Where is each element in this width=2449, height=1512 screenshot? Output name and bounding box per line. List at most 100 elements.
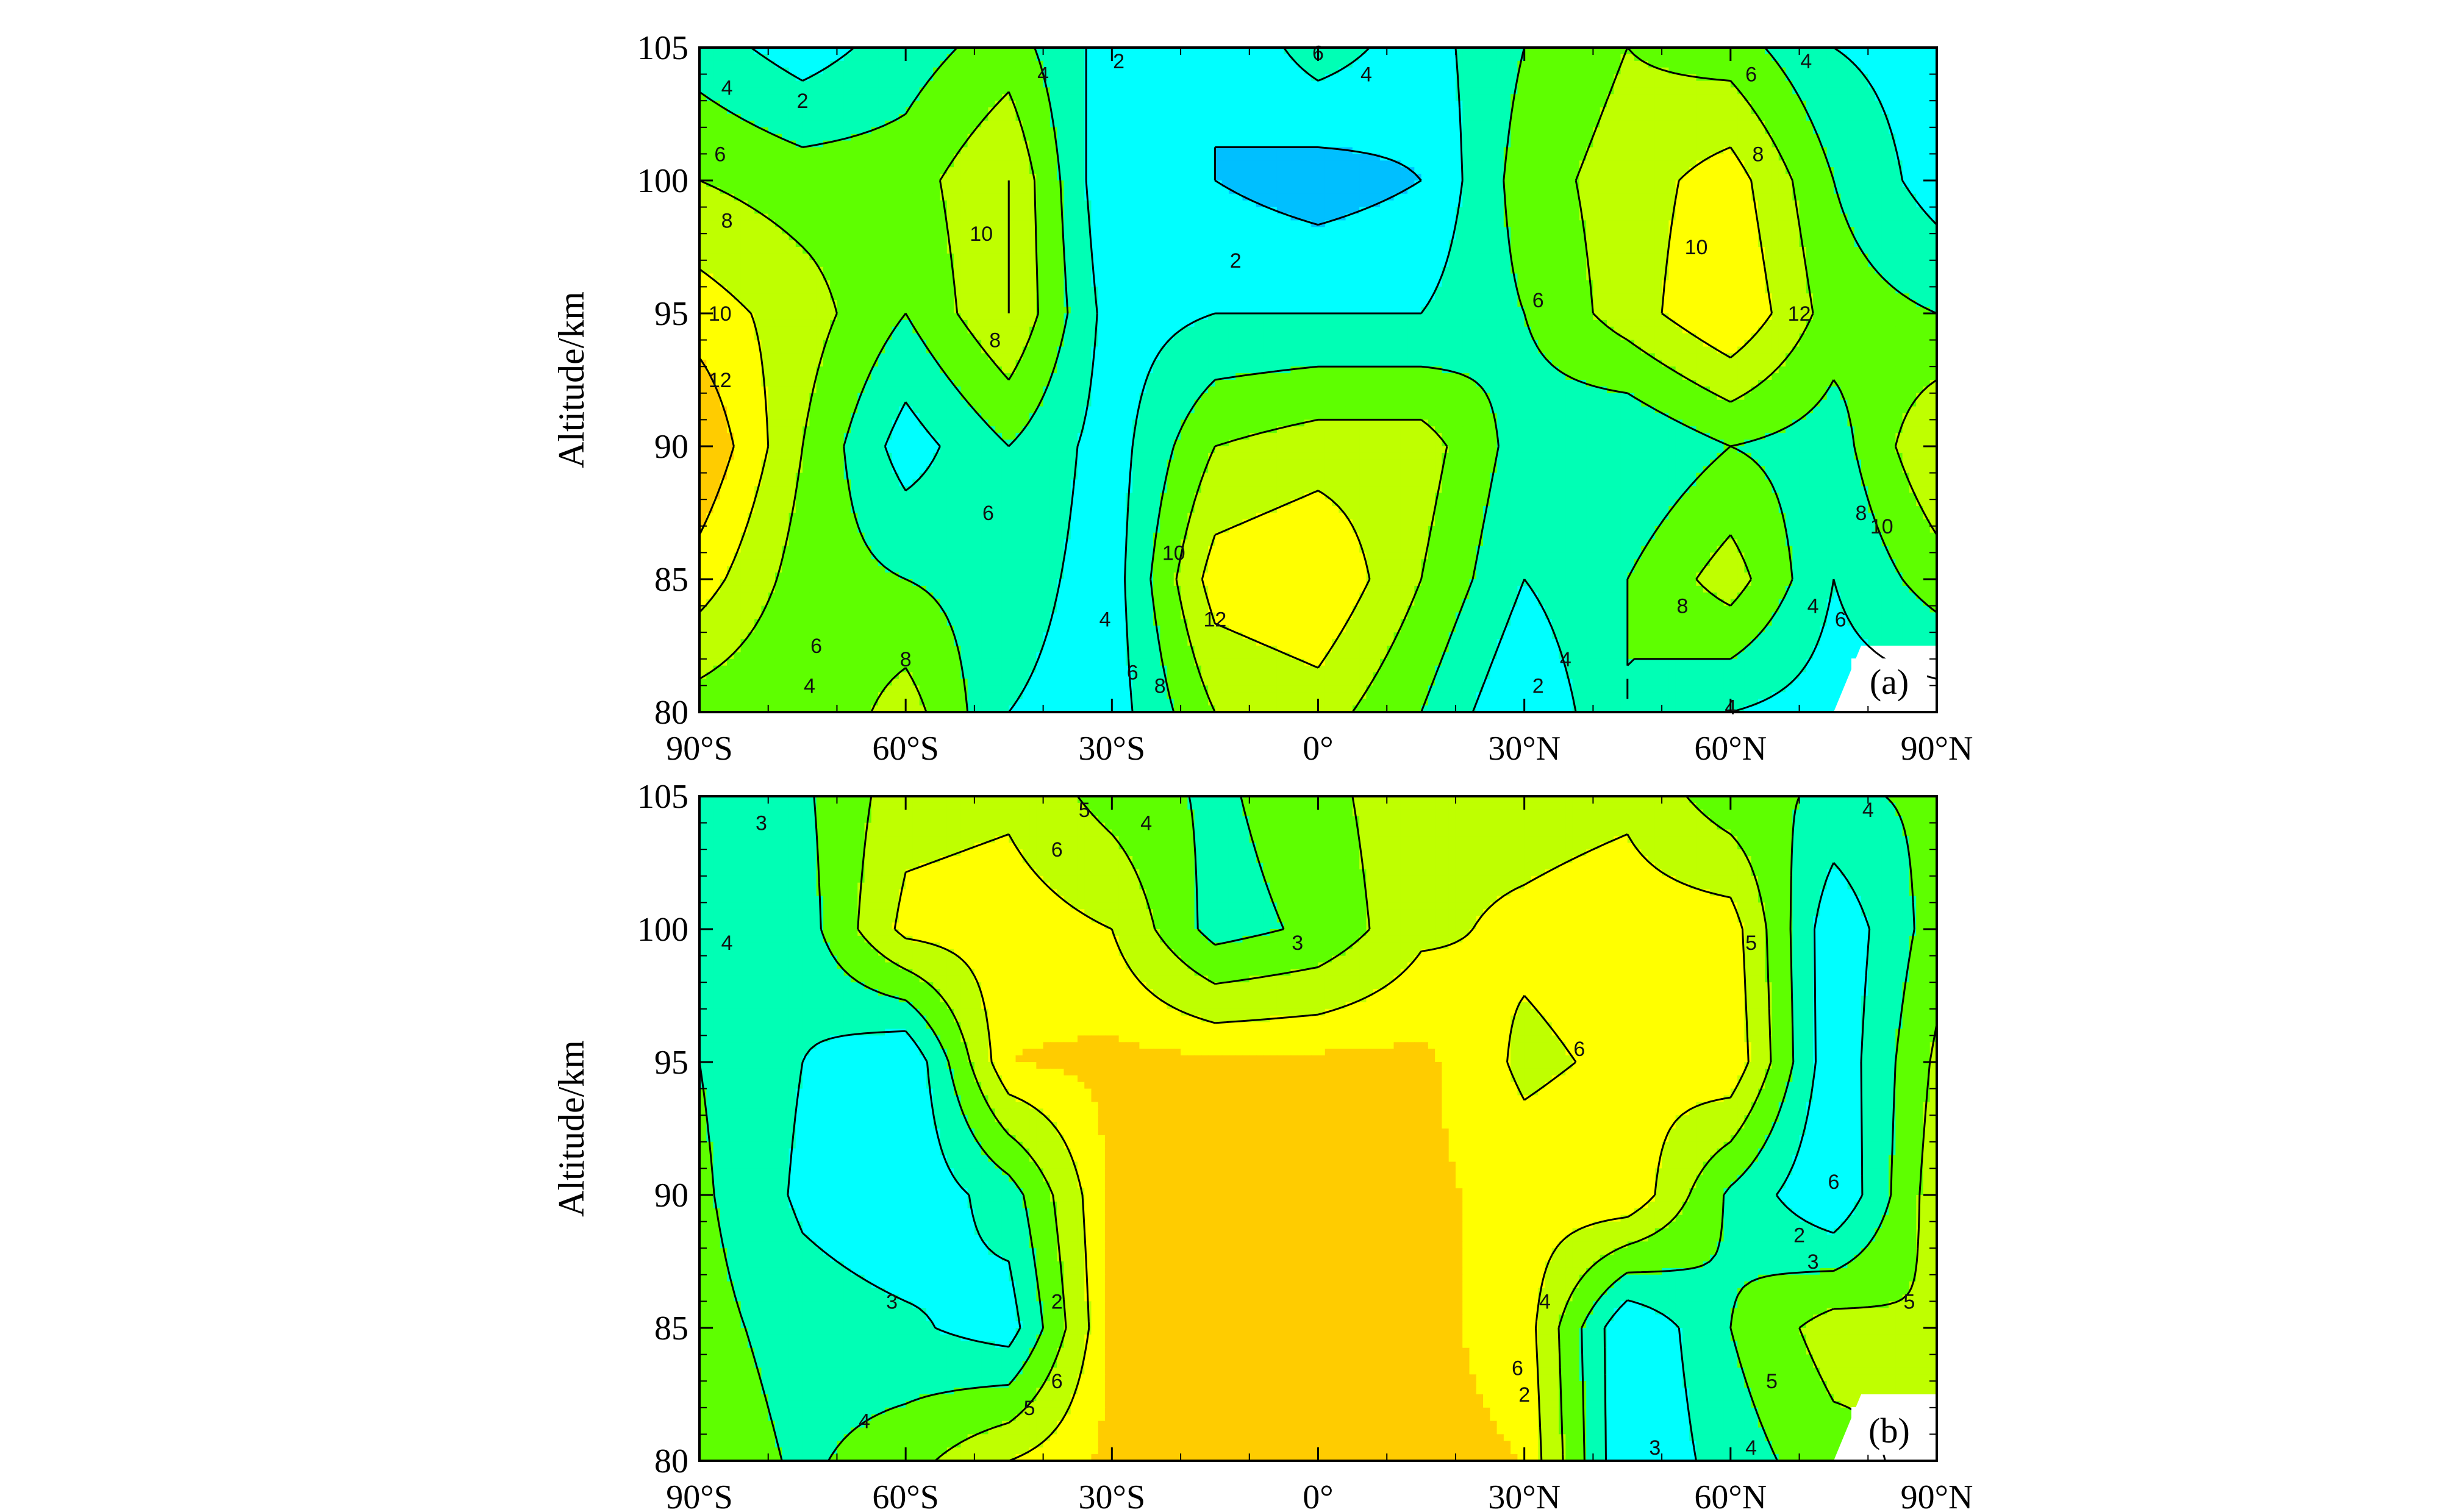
contour-cell: [1290, 48, 1298, 55]
contour-cell: [1517, 94, 1525, 101]
contour-cell: [843, 160, 851, 168]
contour-cell: [1215, 127, 1223, 135]
contour-cell: [1524, 127, 1532, 135]
contour-cell: [1442, 94, 1450, 101]
contour-cell: [1366, 67, 1374, 75]
contour-cell: [803, 67, 810, 75]
contour-cell: [1668, 147, 1676, 155]
contour-cell: [1181, 174, 1189, 181]
contour-cell: [706, 114, 714, 121]
contour-cell: [1339, 48, 1346, 55]
contour-cell: [713, 213, 721, 221]
contour-cell: [1751, 160, 1759, 168]
contour-cell: [1696, 54, 1704, 62]
contour-cell: [1194, 193, 1202, 201]
contour-cell: [1483, 213, 1491, 221]
contour-cell: [1442, 114, 1450, 121]
contour-cell: [1524, 94, 1532, 101]
contour-cell: [1765, 60, 1773, 68]
contour-cell: [1662, 107, 1670, 115]
contour-cell: [1765, 140, 1773, 148]
contour-cell: [1717, 74, 1725, 82]
contour-cell: [1297, 193, 1305, 201]
contour-cell: [1600, 180, 1607, 188]
contour-cell: [1221, 154, 1229, 162]
contour-cell: [761, 107, 769, 115]
contour-cell: [768, 227, 776, 234]
contour-cell: [1284, 174, 1292, 181]
contour-cell: [1187, 193, 1195, 201]
contour-cell: [830, 94, 838, 101]
contour-cell: [1813, 160, 1821, 168]
contour-cell: [954, 147, 962, 155]
contour-cell: [1455, 67, 1464, 75]
contour-cell: [1098, 54, 1106, 62]
contour-cell: [1648, 200, 1656, 208]
contour-cell: [809, 87, 817, 95]
contour-cell: [774, 60, 783, 68]
contour-cell: [1696, 48, 1704, 55]
contour-cell: [734, 48, 742, 55]
contour-cell: [1614, 200, 1621, 208]
contour-cell: [1009, 87, 1017, 95]
contour-cell: [1146, 154, 1154, 162]
contour-cell: [1792, 174, 1800, 181]
contour-cell: [1091, 174, 1099, 181]
contour-cell: [1744, 154, 1752, 162]
contour-cell: [1448, 87, 1456, 95]
contour-cell: [1448, 160, 1456, 168]
contour-cell: [788, 154, 796, 162]
contour-cell: [1181, 120, 1189, 128]
contour-cell: [1490, 220, 1498, 228]
contour-cell: [1820, 213, 1828, 221]
contour-cell: [1332, 54, 1340, 62]
contour-cell: [1345, 167, 1353, 174]
contour-cell: [1730, 213, 1738, 221]
contour-cell: [761, 180, 769, 188]
contour-cell: [857, 80, 865, 88]
contour-cell: [1311, 180, 1319, 188]
contour-cell: [1751, 180, 1759, 188]
contour-cell: [1022, 127, 1030, 135]
contour-cell: [1256, 160, 1264, 168]
contour-cell: [1813, 167, 1821, 174]
contour-cell: [1786, 67, 1793, 75]
contour-cell: [1228, 180, 1237, 188]
contour-cell: [857, 60, 865, 68]
contour-cell: [774, 114, 783, 121]
contour-cell: [1379, 120, 1388, 128]
contour-cell: [1043, 174, 1051, 181]
contour-cell: [1668, 67, 1676, 75]
contour-cell: [1366, 127, 1374, 135]
contour-cell: [795, 207, 803, 215]
contour-cell: [740, 193, 748, 201]
contour-cell: [1256, 87, 1264, 95]
contour-cell: [1634, 147, 1642, 155]
contour-cell: [995, 67, 1003, 75]
contour-cell: [1717, 193, 1725, 201]
contour-cell: [1339, 200, 1346, 208]
contour-cell: [1112, 174, 1120, 181]
contour-cell: [1276, 120, 1284, 128]
contour-cell: [1181, 60, 1189, 68]
contour-cell: [1284, 147, 1292, 155]
contour-cell: [1923, 54, 1931, 62]
contour-cell: [1799, 213, 1807, 221]
contour-cell: [754, 167, 762, 174]
contour-cell: [871, 60, 879, 68]
contour-cell: [837, 80, 845, 88]
contour-cell: [843, 48, 851, 55]
contour-cell: [974, 193, 982, 201]
contour-cell: [1751, 187, 1759, 194]
contour-cell: [1160, 74, 1168, 82]
contour-cell: [1909, 160, 1917, 168]
contour-cell: [1545, 154, 1553, 162]
contour-cell: [1765, 174, 1773, 181]
contour-cell: [1511, 48, 1518, 55]
contour-cell: [1606, 174, 1614, 181]
contour-cell: [995, 200, 1003, 208]
contour-cell: [1881, 94, 1889, 101]
contour-cell: [816, 227, 824, 234]
contour-cell: [1772, 193, 1779, 201]
contour-cell: [809, 107, 817, 115]
